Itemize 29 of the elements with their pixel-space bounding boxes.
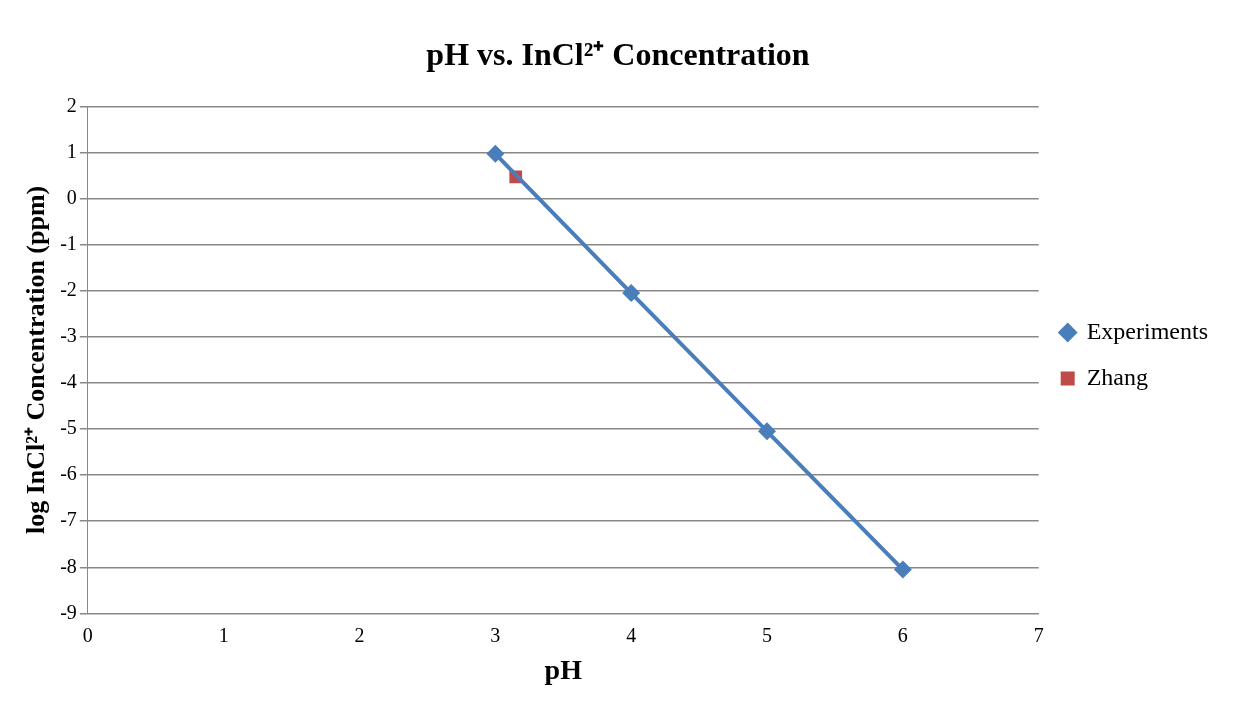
y-tick-label: 0: [66, 185, 77, 208]
point: [758, 422, 777, 441]
y-tick-label: 1: [66, 139, 77, 162]
chart-title: pH vs. InCl²⁺ Concentration: [426, 36, 810, 73]
x-tick-label: 2: [354, 623, 365, 646]
y-tick-label: -9: [60, 600, 77, 623]
y-tick-label: -3: [60, 324, 77, 347]
x-tick-label: 1: [218, 623, 229, 646]
x-tick-label: 3: [490, 623, 501, 646]
x-tick-label: 4: [626, 623, 637, 646]
point: [622, 284, 641, 303]
x-tick-label: 6: [897, 623, 908, 646]
y-tick-label: -2: [60, 278, 77, 301]
y-tick-label: -7: [60, 508, 77, 531]
point: [486, 144, 505, 163]
y-tick-label: 2: [66, 93, 77, 116]
y-tick-label: -1: [60, 231, 77, 254]
y-tick-label: -4: [60, 370, 77, 393]
x-tick-label: 5: [762, 623, 773, 646]
legend-label: Zhang: [1086, 363, 1149, 390]
x-axis-title: pH: [544, 654, 583, 686]
legend-label: Experiments: [1086, 317, 1209, 344]
y-tick-label: -8: [60, 554, 77, 577]
x-tick-label: 7: [1033, 623, 1044, 646]
y-tick-label: -5: [60, 416, 77, 439]
x-tick-label: 0: [82, 623, 93, 646]
y-tick-label: -6: [60, 462, 77, 485]
y-axis-title: log InCl²⁺ Concentration (ppm): [21, 185, 51, 535]
point: [893, 560, 912, 579]
